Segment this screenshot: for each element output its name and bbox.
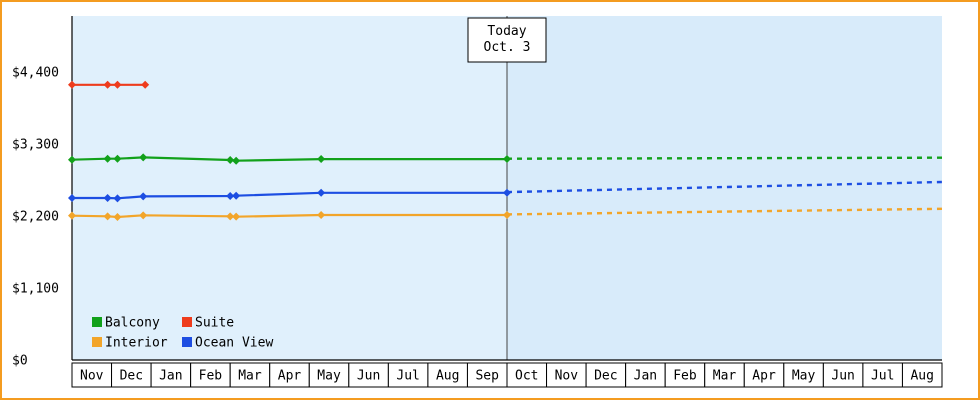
legend-swatch-interior: [92, 337, 102, 347]
data-point-interior: [317, 211, 326, 220]
today-label-line1: Today: [487, 24, 526, 39]
data-point-balcony: [503, 155, 511, 164]
legend-swatch-suite: [182, 317, 192, 327]
month-label: Mar: [713, 369, 737, 384]
month-label: Aug: [910, 369, 933, 384]
plot-area-forecast: [507, 16, 942, 360]
data-point-ocean-view: [68, 194, 76, 202]
legend-label-ocean-view: Ocean View: [195, 336, 273, 351]
forecast-line-balcony: [506, 156, 943, 160]
data-point-balcony: [68, 155, 76, 164]
today-label-box: [467, 17, 547, 63]
data-point-ocean-view: [103, 194, 112, 202]
month-label: Dec: [594, 369, 617, 384]
month-label: Aug: [436, 369, 459, 384]
month-cell: [506, 362, 548, 388]
y-axis-tick-label: $1,100: [12, 282, 59, 297]
y-axis-tick-label: $4,400: [12, 66, 59, 81]
y-axis-tick-label: $0: [12, 354, 28, 369]
month-cell: [348, 362, 389, 388]
data-point-balcony: [103, 154, 112, 163]
month-label: Nov: [80, 369, 104, 384]
month-label: Feb: [673, 369, 697, 384]
month-cell: [427, 362, 468, 388]
data-point-ocean-view: [232, 191, 241, 200]
legend-label-balcony: Balcony: [105, 316, 160, 331]
today-label-line2: Oct. 3: [484, 40, 531, 55]
data-point-suite: [68, 80, 76, 89]
data-point-interior: [113, 212, 122, 221]
data-point-suite: [103, 80, 112, 89]
month-cell: [111, 362, 152, 388]
data-point-interior: [139, 211, 148, 220]
data-point-suite: [113, 80, 122, 89]
month-cell: [150, 362, 192, 388]
data-point-ocean-view: [226, 192, 235, 201]
month-cell: [743, 362, 785, 388]
month-label: May: [317, 369, 341, 384]
data-point-ocean-view: [113, 194, 122, 203]
legend-label-suite: Suite: [195, 316, 234, 331]
month-cell: [585, 362, 627, 388]
month-cell: [71, 362, 113, 388]
month-label: Apr: [752, 369, 776, 384]
month-cell: [229, 362, 271, 388]
month-label: Feb: [199, 369, 223, 384]
y-axis-tick-label: $2,200: [12, 210, 59, 225]
data-point-balcony: [317, 155, 326, 164]
month-cell: [783, 362, 824, 388]
month-label: Mar: [238, 369, 262, 384]
month-label: Jul: [871, 369, 894, 384]
data-point-interior: [232, 212, 241, 221]
data-point-interior: [226, 212, 235, 221]
data-point-balcony: [139, 153, 148, 162]
month-label: Dec: [120, 369, 143, 384]
month-label: Sep: [475, 369, 499, 384]
month-cell: [704, 362, 745, 388]
month-label: Jan: [159, 369, 182, 384]
data-point-balcony: [226, 156, 235, 165]
forecast-line-ocean-view: [506, 180, 943, 194]
month-cell: [546, 362, 587, 388]
month-cell: [466, 362, 508, 388]
month-label: Apr: [278, 369, 302, 384]
month-cell: [901, 362, 943, 388]
month-cell: [664, 362, 706, 388]
plot-area-observed: [72, 16, 507, 360]
month-label: Jul: [396, 369, 419, 384]
legend-swatch-ocean-view: [182, 337, 192, 347]
legend-swatch-balcony: [92, 317, 102, 327]
data-point-ocean-view: [317, 188, 326, 197]
month-label: Jun: [357, 369, 380, 384]
month-label: Nov: [555, 369, 579, 384]
month-cell: [625, 362, 666, 388]
month-cell: [190, 362, 231, 388]
month-cell: [308, 362, 350, 388]
data-point-balcony: [113, 154, 122, 163]
data-point-ocean-view: [139, 192, 148, 201]
data-point-interior: [103, 212, 112, 221]
forecast-line-interior: [506, 207, 943, 216]
data-point-interior: [68, 211, 76, 220]
data-point-ocean-view: [503, 188, 511, 197]
y-axis-tick-label: $3,300: [12, 138, 59, 153]
month-cell: [822, 362, 864, 388]
month-cell: [862, 362, 903, 388]
month-label: May: [792, 369, 816, 384]
month-cell: [269, 362, 310, 388]
month-label: Oct: [515, 369, 538, 384]
month-label: Jun: [831, 369, 854, 384]
legend-label-interior: Interior: [105, 336, 168, 351]
data-point-interior: [503, 211, 511, 220]
data-point-suite: [141, 80, 150, 89]
data-point-balcony: [232, 156, 241, 165]
month-label: Jan: [634, 369, 657, 384]
